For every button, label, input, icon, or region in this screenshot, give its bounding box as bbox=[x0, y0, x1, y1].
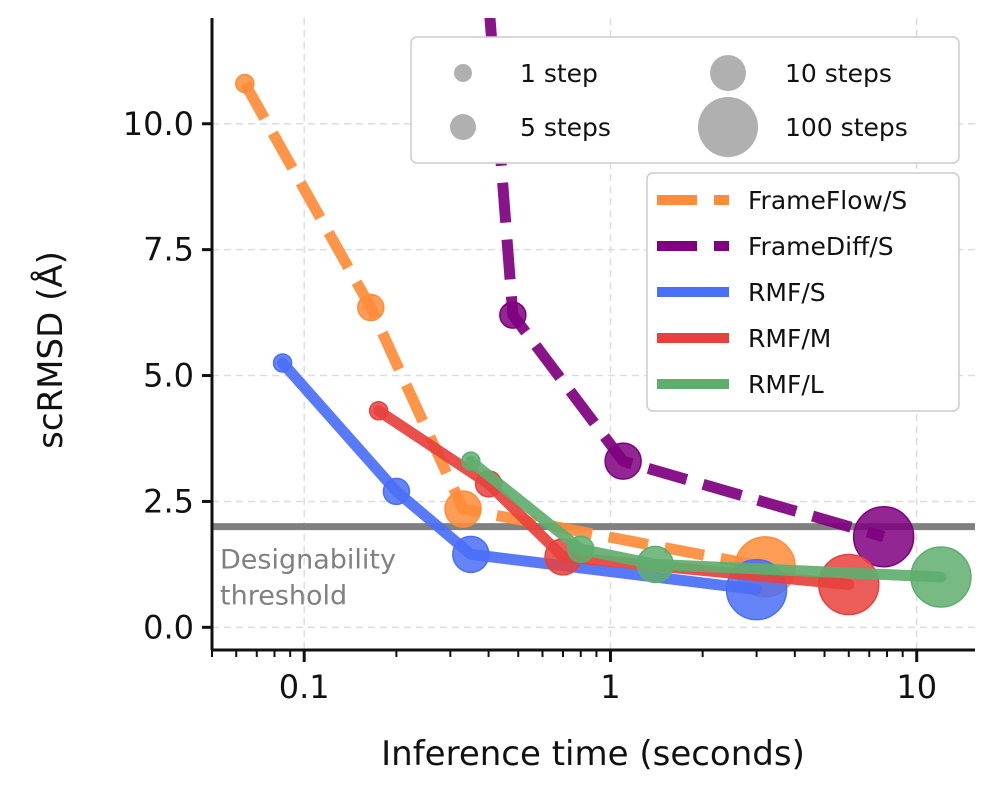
data-point-rmf-m bbox=[818, 553, 880, 616]
y-tick-label: 5.0 bbox=[143, 357, 194, 395]
legend-label: RMF/S bbox=[748, 278, 826, 307]
data-point-rmf-s bbox=[452, 535, 490, 574]
y-tick-label: 2.5 bbox=[143, 482, 194, 520]
series-line-rmf-s bbox=[277, 357, 763, 596]
size-legend-label: 1 step bbox=[520, 59, 598, 88]
data-point-framediff-s bbox=[604, 442, 642, 480]
size-legend-marker bbox=[698, 97, 758, 157]
data-point-rmf-m bbox=[368, 401, 389, 421]
data-point-rmf-s bbox=[272, 353, 293, 373]
size-legend-label: 100 steps bbox=[785, 113, 908, 142]
series-legend-box bbox=[646, 172, 960, 412]
series-rmf-l bbox=[461, 451, 972, 608]
threshold-label-line2: threshold bbox=[220, 581, 347, 612]
series-layer bbox=[235, 18, 972, 621]
y-tick-label: 0.0 bbox=[143, 608, 194, 646]
size-legend-box bbox=[410, 36, 960, 164]
data-point-rmf-s bbox=[382, 477, 411, 506]
size-legend-marker bbox=[710, 55, 746, 91]
size-legend-marker bbox=[454, 64, 472, 82]
data-point-rmf-l bbox=[461, 451, 481, 471]
data-point-frameflow-s bbox=[357, 293, 385, 322]
data-point-framediff-s bbox=[852, 505, 915, 568]
data-point-rmf-l bbox=[910, 546, 972, 608]
y-tick-label: 10.0 bbox=[123, 105, 194, 143]
x-tick-label: 0.1 bbox=[279, 668, 330, 706]
series-framediff-s bbox=[484, 18, 915, 568]
series-legend: FrameFlow/S FrameDiff/S RMF/S RMF/M RMF/L bbox=[646, 172, 960, 412]
axes: 0.0 2.5 5.0 7.5 10.0 0.1 1 10 bbox=[123, 18, 975, 706]
data-point-frameflow-s bbox=[444, 490, 482, 528]
size-legend-marker bbox=[450, 114, 476, 140]
x-tick-label: 10 bbox=[896, 668, 937, 706]
threshold-label-line1: Designability bbox=[220, 545, 396, 576]
y-axis-title: scRMSD (Å) bbox=[30, 251, 71, 449]
x-axis-title: Inference time (seconds) bbox=[381, 734, 805, 774]
legend-label: FrameFlow/S bbox=[748, 186, 907, 215]
series-line-rmf-l bbox=[465, 455, 947, 583]
legend-label: RMF/L bbox=[748, 370, 824, 399]
data-point-framediff-s bbox=[499, 301, 527, 329]
data-point-rmf-l bbox=[567, 535, 595, 564]
size-legend-label: 5 steps bbox=[520, 113, 611, 142]
data-point-frameflow-s bbox=[235, 73, 255, 94]
size-legend-label: 10 steps bbox=[785, 59, 892, 88]
legend-label: RMF/M bbox=[748, 324, 831, 353]
size-legend: 1 step 5 steps 10 steps 100 steps bbox=[410, 36, 960, 164]
x-tick-label: 1 bbox=[600, 668, 620, 706]
y-tick-label: 7.5 bbox=[143, 231, 194, 269]
data-point-rmf-l bbox=[636, 545, 674, 584]
legend-label: FrameDiff/S bbox=[748, 232, 894, 261]
series-line-frameflow-s bbox=[240, 80, 767, 573]
